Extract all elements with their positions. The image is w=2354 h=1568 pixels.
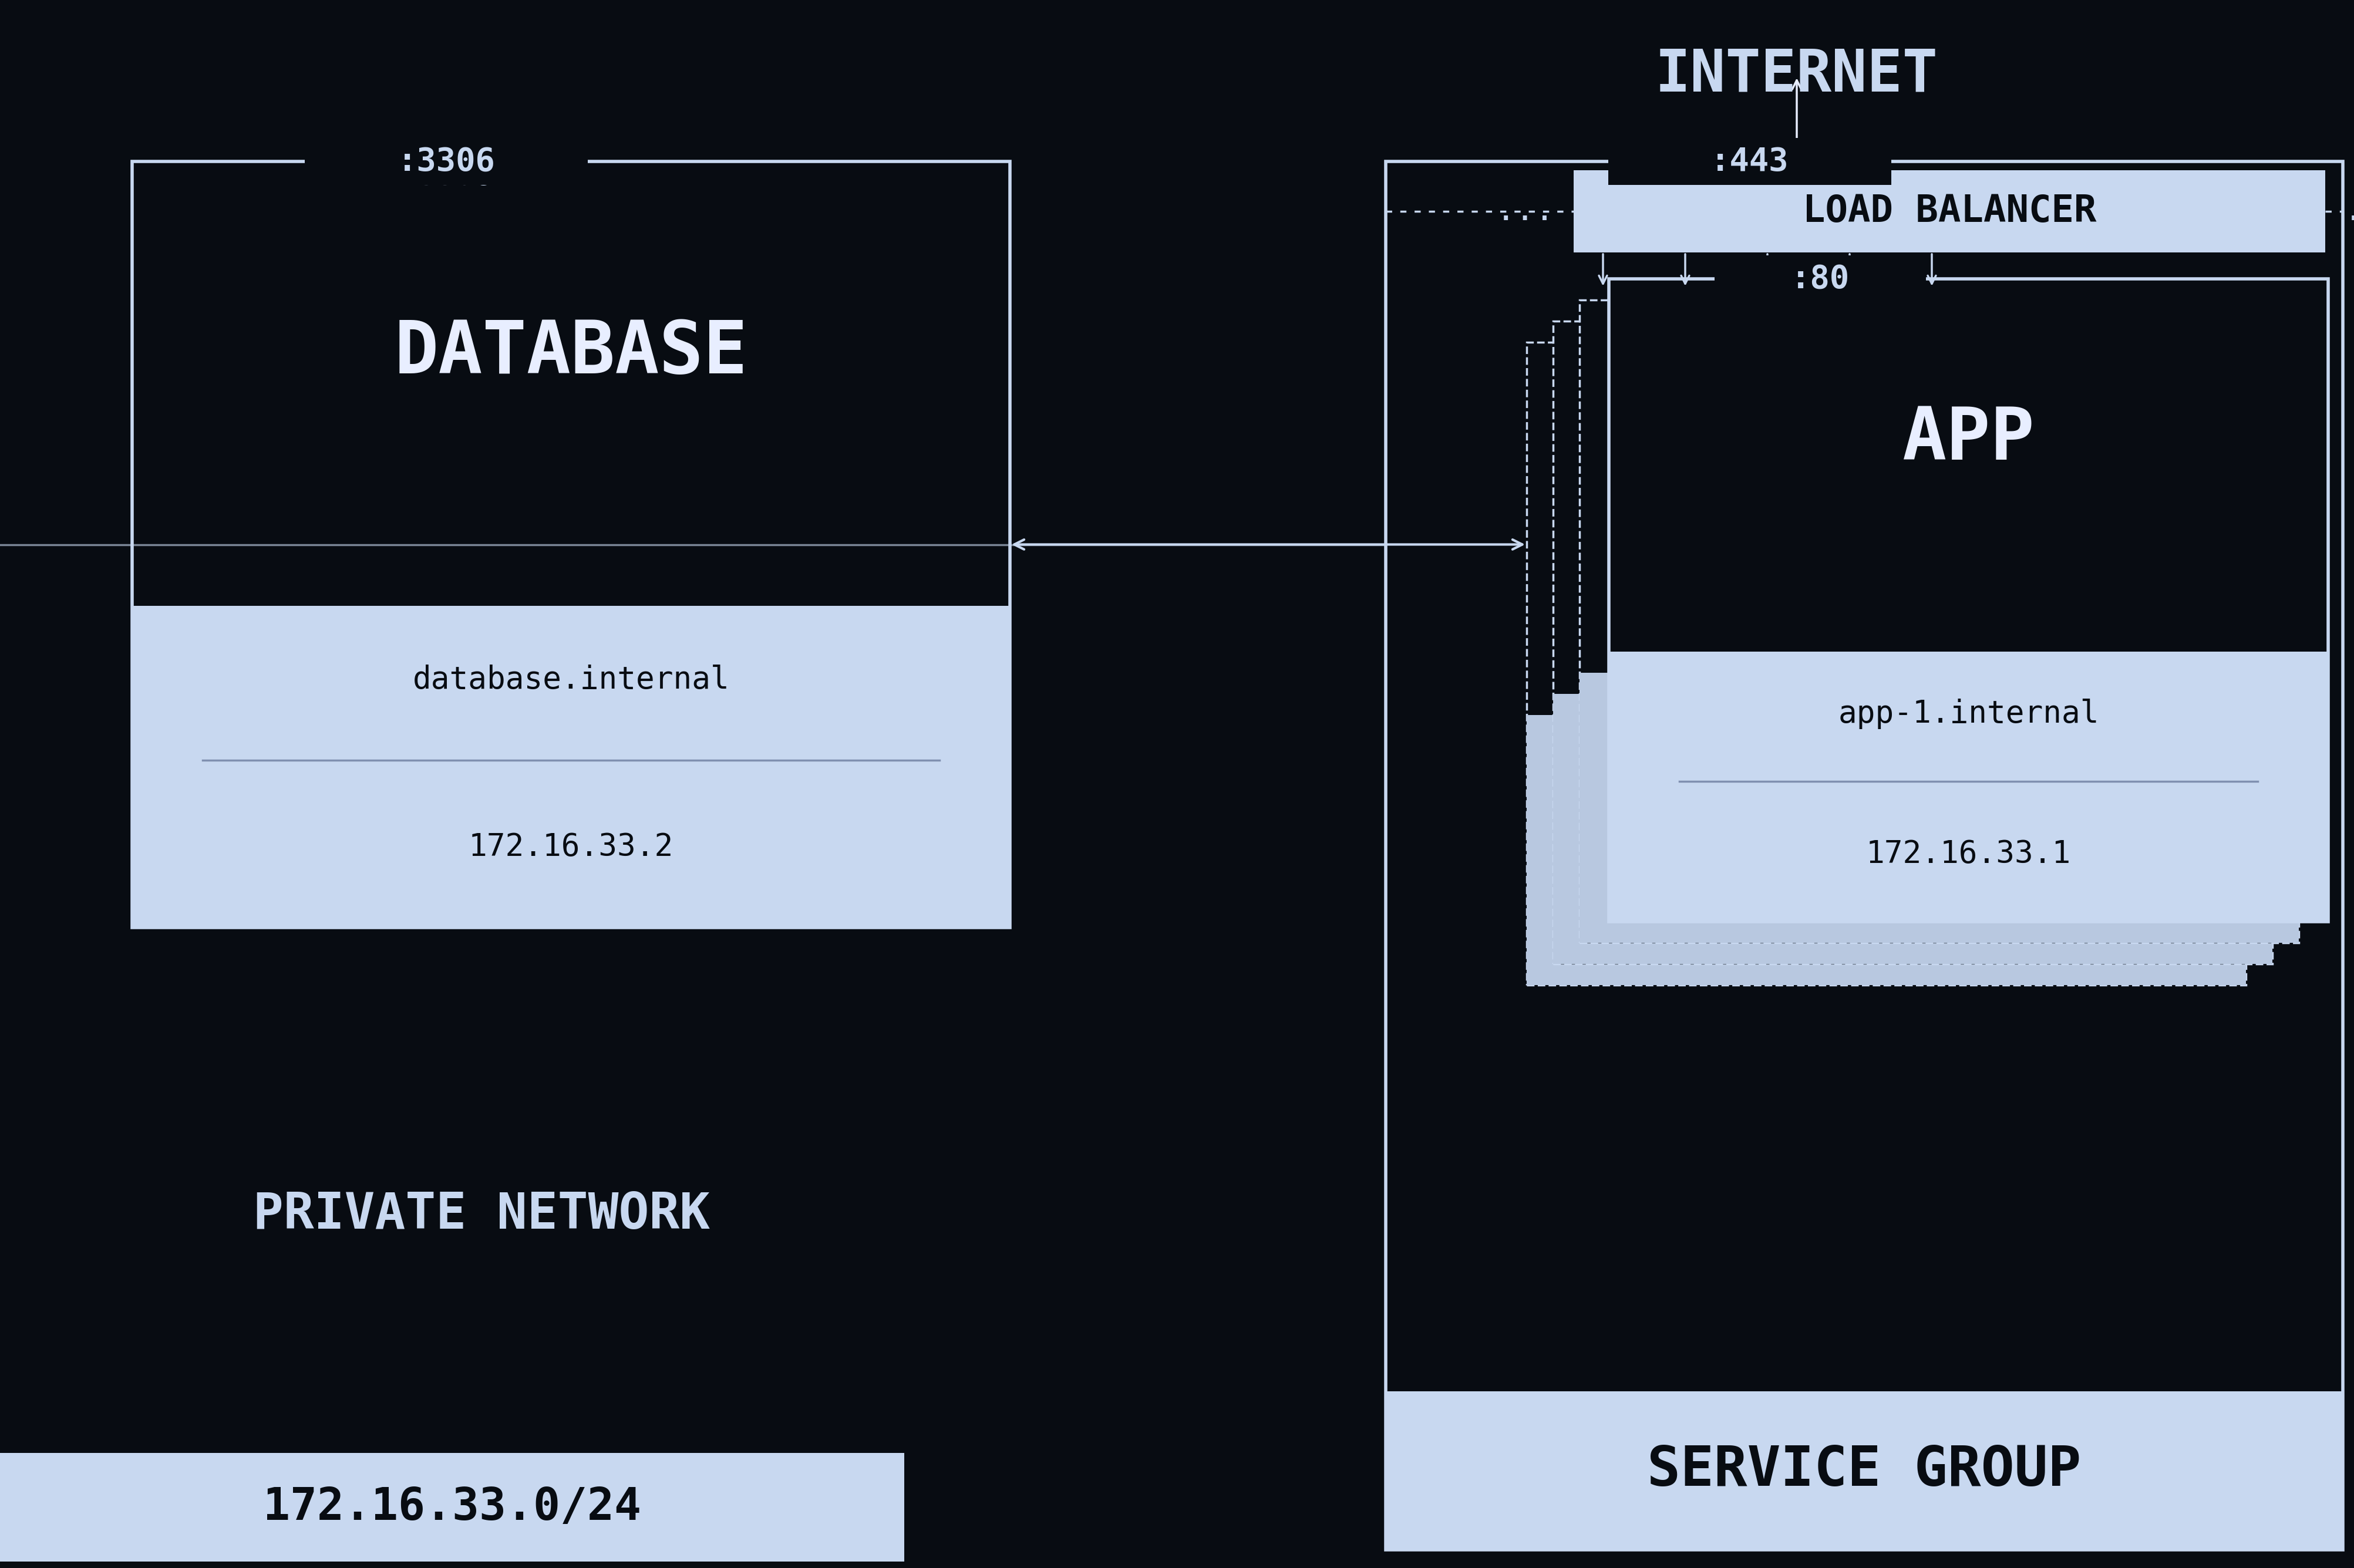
Bar	[306, 138, 588, 185]
Bar	[1387, 1391, 2342, 1549]
Bar	[0, 1454, 904, 1562]
Text: :3306: :3306	[398, 146, 494, 177]
Text: :80: :80	[1791, 278, 1848, 307]
Bar	[1608, 138, 1890, 185]
Bar	[132, 162, 1010, 928]
Bar	[1714, 256, 1926, 303]
Text: app-1.internal: app-1.internal	[1838, 698, 2100, 729]
Text: PRIVATE NETWORK: PRIVATE NETWORK	[252, 1190, 711, 1240]
Bar	[1387, 162, 2342, 1549]
Text: LOAD BALANCER: LOAD BALANCER	[1803, 193, 2097, 229]
Text: 172.16.33.0/24: 172.16.33.0/24	[264, 1485, 640, 1529]
Text: ...: ...	[2345, 196, 2354, 227]
Bar	[1554, 321, 2272, 964]
Text: :80: :80	[1791, 263, 1850, 295]
Text: :443: :443	[1711, 162, 1787, 191]
Bar	[1528, 715, 2246, 985]
Text: 172.16.33.1: 172.16.33.1	[1867, 839, 2072, 869]
Bar	[1528, 342, 2246, 985]
Text: ...: ...	[1497, 196, 1554, 227]
Bar	[1580, 673, 2300, 942]
Bar	[1554, 695, 2272, 964]
Bar	[1572, 171, 2326, 252]
Text: DATABASE: DATABASE	[393, 317, 749, 389]
Text: :3306: :3306	[400, 162, 492, 191]
Text: 172.16.33.2: 172.16.33.2	[468, 833, 673, 862]
Bar	[1580, 299, 2300, 942]
Bar	[1608, 652, 2328, 922]
Bar	[132, 605, 1010, 928]
Text: :443: :443	[1711, 146, 1789, 177]
Bar	[1608, 279, 2328, 922]
Text: INTERNET: INTERNET	[1655, 47, 1937, 103]
Text: APP: APP	[1902, 405, 2034, 475]
Text: SERVICE GROUP: SERVICE GROUP	[1648, 1444, 2081, 1497]
Text: database.internal: database.internal	[412, 665, 730, 695]
